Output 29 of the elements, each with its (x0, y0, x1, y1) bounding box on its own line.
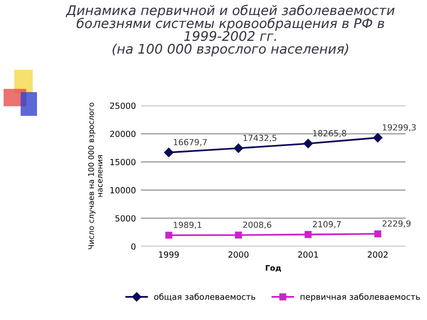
y-tick-label: 20000 (110, 130, 136, 138)
x-tick-label: 2002 (368, 251, 388, 258)
x-tick-label: 2000 (228, 251, 248, 258)
point (374, 230, 382, 238)
point (304, 231, 312, 238)
data-label: 1989,1 (174, 222, 202, 229)
data-label: 18265,8 (313, 130, 346, 138)
y-tick-label: 10000 (110, 187, 136, 194)
point (164, 148, 174, 158)
y-tick-label: 5000 (115, 215, 136, 222)
data-label: 2229,9 (382, 220, 411, 228)
point (303, 138, 313, 148)
data-label: 2008,6 (243, 222, 272, 229)
point (234, 232, 242, 239)
x-tick-label: 2001 (298, 251, 318, 258)
data-label: 17432,5 (244, 134, 276, 142)
y-tick-label: 0 (131, 243, 136, 250)
x-tick-label: 1999 (159, 251, 179, 258)
data-label: 16679,7 (174, 138, 207, 146)
data-label: 19299,3 (382, 124, 416, 132)
point (234, 144, 244, 153)
y-tick-label: 15000 (110, 158, 136, 166)
y-tick-label: 25000 (110, 102, 136, 109)
data-label: 2109,7 (312, 221, 341, 228)
point (373, 133, 382, 142)
point (165, 232, 172, 239)
chart-title: Динамика первичной и общей заболеваемости болезнями системы кровообращения в РФ в 1999-2002 гг. (на 100 000 взрослого населения) (66, 4, 394, 56)
legend-label: общая заболеваемость (154, 293, 256, 301)
legend-label: первичная заболеваемость (300, 293, 420, 302)
